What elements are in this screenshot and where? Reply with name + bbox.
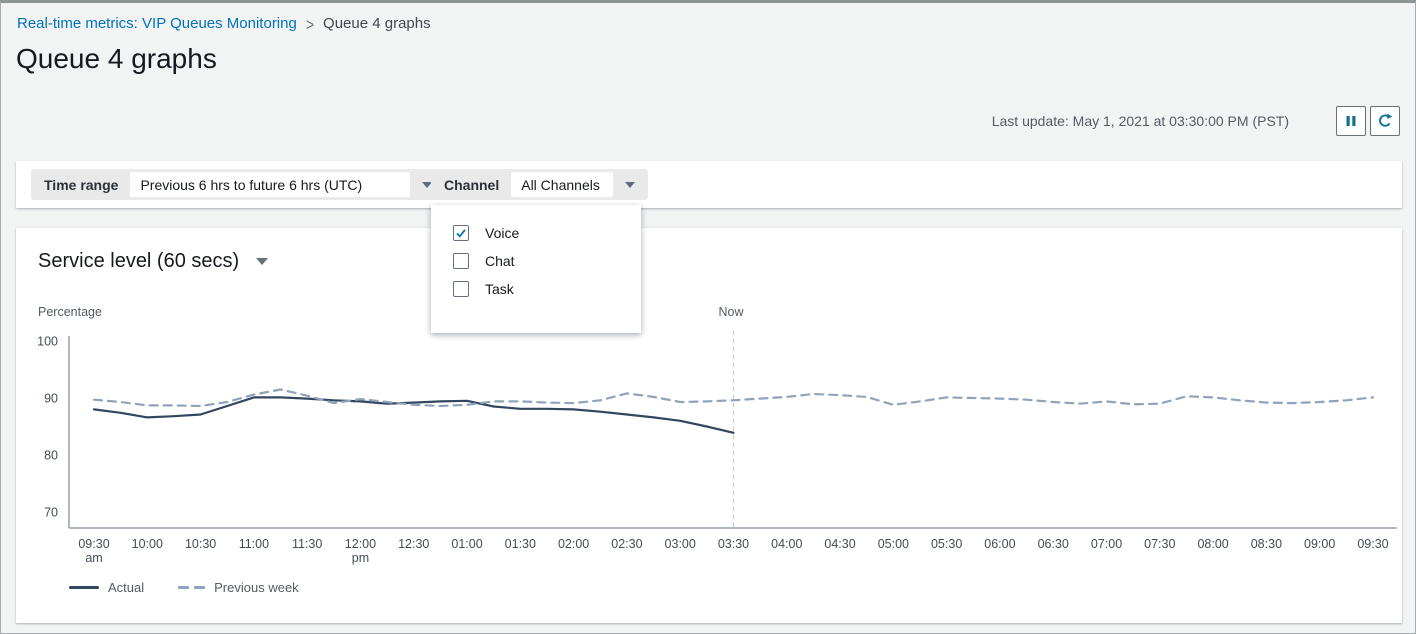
chevron-down-icon[interactable]: [422, 181, 433, 188]
checkbox-checked[interactable]: [453, 225, 469, 241]
x-tick-label: 05:00: [878, 537, 909, 551]
chart-metric-selector[interactable]: Service level (60 secs): [38, 250, 269, 273]
breadcrumb-current: Queue 4 graphs: [323, 15, 431, 32]
y-axis-title: Percentage: [38, 305, 102, 319]
x-tick-label: 01:30: [505, 537, 536, 551]
y-tick-label: 90: [44, 392, 58, 406]
chart-title: Service level (60 secs): [38, 250, 240, 272]
check-icon: [456, 229, 466, 238]
legend-solid-line-swatch: [69, 586, 99, 589]
x-tick-label: 04:00: [771, 537, 802, 551]
y-tick-label: 70: [44, 506, 58, 520]
series-line-previous-week: [92, 388, 1375, 408]
page-title: Queue 4 graphs: [16, 43, 217, 74]
checkbox-unchecked[interactable]: [453, 281, 469, 297]
x-tick-label: 11:00: [239, 537, 269, 551]
pause-button[interactable]: [1336, 106, 1366, 136]
breadcrumb: Real-time metrics: VIP Queues Monitoring…: [17, 13, 431, 34]
x-tick-label: 08:30: [1251, 537, 1282, 551]
x-tick-label: 07:30: [1144, 537, 1175, 551]
x-tick-label: 10:30: [185, 537, 216, 551]
time-range-label: Time range: [44, 176, 119, 193]
x-tick-label: 08:00: [1197, 537, 1228, 551]
channel-option-label: Voice: [485, 225, 520, 241]
y-tick-label: 100: [37, 335, 58, 349]
legend-label: Actual: [108, 580, 145, 595]
chevron-down-icon[interactable]: [256, 258, 269, 265]
x-tick-sublabel: am: [85, 551, 102, 565]
x-tick-label: 12:30: [398, 537, 429, 551]
channel-label: Channel: [444, 176, 500, 193]
breadcrumb-link-realtime-metrics[interactable]: Real-time metrics: VIP Queues Monitoring: [17, 15, 297, 32]
x-tick-label: 07:00: [1091, 537, 1122, 551]
channel-option-label: Chat: [485, 253, 515, 269]
last-update-text: Last update: May 1, 2021 at 03:30:00 PM …: [991, 113, 1289, 129]
legend-item-actual: Actual: [69, 580, 144, 595]
x-tick-label: 02:00: [558, 537, 589, 551]
pause-icon: [1346, 116, 1356, 126]
x-tick-label: 04:30: [824, 537, 855, 551]
time-range-select[interactable]: Previous 6 hrs to future 6 hrs (UTC): [130, 172, 411, 197]
service-level-chart-card: Service level (60 secs) Percentage Now 1…: [16, 228, 1402, 623]
x-tick-label: 03:00: [665, 537, 696, 551]
x-tick-label: 11:30: [292, 537, 322, 551]
legend-label: Previous week: [214, 580, 299, 595]
channel-value: All Channels: [521, 176, 600, 193]
channel-option-voice[interactable]: Voice: [431, 219, 641, 247]
x-tick-label: 10:00: [132, 537, 163, 551]
x-tick-label: 05:30: [931, 537, 962, 551]
y-tick-label: 80: [44, 449, 58, 463]
x-tick-label: 06:00: [984, 537, 1015, 551]
chevron-down-icon[interactable]: [625, 181, 636, 188]
x-tick-label: 12:00: [345, 537, 376, 551]
refresh-icon: [1379, 113, 1393, 127]
channel-option-task[interactable]: Task: [431, 275, 641, 303]
x-tick-sublabel: pm: [352, 551, 369, 565]
x-tick-label: 06:30: [1038, 537, 1069, 551]
chart-legend: Actual Previous week: [69, 580, 299, 595]
checkbox-unchecked[interactable]: [453, 253, 469, 269]
x-tick-label: 09:30: [1357, 537, 1388, 551]
legend-dashed-line-swatch: [178, 586, 206, 589]
channel-dropdown-panel: Voice Chat Task: [431, 205, 641, 333]
channel-control: Channel All Channels: [431, 169, 649, 200]
series-line-actual: [92, 396, 735, 434]
legend-item-previous-week: Previous week: [178, 580, 299, 595]
now-label: Now: [718, 305, 744, 319]
time-range-control: Time range Previous 6 hrs to future 6 hr…: [31, 169, 446, 200]
x-tick-label: 01:00: [451, 537, 482, 551]
chevron-right-icon: >: [305, 13, 315, 34]
channel-select[interactable]: All Channels: [511, 172, 614, 197]
x-tick-label: 03:30: [718, 537, 749, 551]
filter-bar: Time range Previous 6 hrs to future 6 hr…: [16, 161, 1402, 208]
time-range-value: Previous 6 hrs to future 6 hrs (UTC): [140, 176, 363, 193]
channel-option-chat[interactable]: Chat: [431, 247, 641, 275]
channel-option-label: Task: [485, 281, 514, 297]
refresh-button[interactable]: [1370, 106, 1400, 136]
x-tick-label: 02:30: [611, 537, 642, 551]
x-tick-label: 09:30: [78, 537, 109, 551]
x-tick-label: 09:00: [1304, 537, 1335, 551]
